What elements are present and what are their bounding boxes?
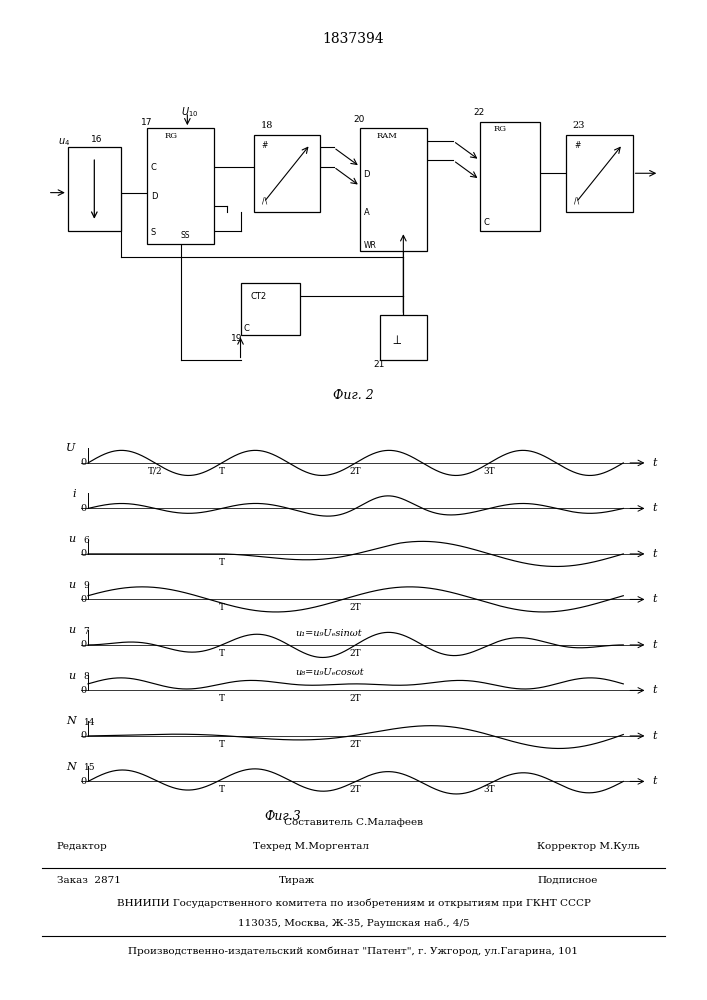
- Text: T: T: [219, 558, 225, 567]
- Text: t: t: [653, 776, 658, 786]
- Text: 0: 0: [81, 504, 87, 513]
- Text: u₈=u₉Uₑcosωt: u₈=u₉Uₑcosωt: [296, 668, 364, 677]
- Text: C: C: [151, 163, 157, 172]
- Text: 2T: 2T: [350, 694, 361, 703]
- Text: /\: /\: [574, 197, 580, 206]
- Text: N: N: [66, 762, 76, 772]
- Text: 14: 14: [83, 718, 95, 727]
- Text: CT2: CT2: [250, 292, 267, 301]
- Text: RG: RG: [164, 132, 177, 140]
- Text: Тираж: Тираж: [279, 876, 315, 885]
- Text: Производственно-издательский комбинат "Патент", г. Ужгород, ул.Гагарина, 101: Производственно-издательский комбинат "П…: [129, 946, 578, 956]
- Text: SS: SS: [181, 231, 190, 240]
- Text: T/2: T/2: [148, 467, 162, 476]
- Text: 2T: 2T: [350, 785, 361, 794]
- Text: 9: 9: [83, 581, 89, 590]
- Text: T: T: [219, 740, 225, 749]
- Text: 0: 0: [81, 777, 87, 786]
- Text: 2T: 2T: [350, 649, 361, 658]
- Text: T: T: [219, 694, 225, 703]
- Text: Редактор: Редактор: [57, 842, 107, 851]
- Text: Подписное: Подписное: [537, 876, 597, 885]
- Text: 0: 0: [81, 686, 87, 695]
- Text: 0: 0: [81, 549, 87, 558]
- Text: t: t: [653, 685, 658, 695]
- Text: t: t: [653, 549, 658, 559]
- Text: 20: 20: [354, 115, 365, 124]
- Text: t: t: [653, 594, 658, 604]
- Text: t: t: [653, 458, 658, 468]
- Text: #: #: [574, 141, 580, 150]
- Text: t: t: [653, 731, 658, 741]
- Bar: [240, 283, 300, 335]
- Text: i: i: [72, 489, 76, 499]
- Text: 113035, Москва, Ж-35, Раушская наб., 4/5: 113035, Москва, Ж-35, Раушская наб., 4/5: [238, 918, 469, 928]
- Bar: [380, 315, 426, 360]
- Text: A: A: [363, 208, 369, 217]
- Text: u: u: [69, 671, 76, 681]
- Text: t: t: [653, 640, 658, 650]
- Text: ВНИИПИ Государственного комитета по изобретениям и открытиям при ГКНТ СССР: ВНИИПИ Государственного комитета по изоб…: [117, 898, 590, 908]
- Text: u₁=u₉Uₑsinωt: u₁=u₉Uₑsinωt: [296, 629, 362, 638]
- Text: 7: 7: [83, 627, 89, 636]
- Text: T: T: [219, 649, 225, 658]
- Text: Техред М.Моргентал: Техред М.Моргентал: [253, 842, 369, 851]
- Bar: [566, 135, 633, 212]
- Text: S: S: [151, 228, 156, 237]
- Text: T: T: [219, 785, 225, 794]
- Bar: [480, 122, 539, 231]
- Bar: [360, 128, 426, 251]
- Text: RG: RG: [493, 125, 506, 133]
- Text: Корректор М.Куль: Корректор М.Куль: [537, 842, 640, 851]
- Text: 2T: 2T: [350, 467, 361, 476]
- Text: 23: 23: [573, 121, 585, 130]
- Text: t: t: [653, 503, 658, 513]
- Bar: [68, 147, 121, 231]
- Text: 17: 17: [141, 118, 152, 127]
- Text: 16: 16: [91, 135, 103, 144]
- Text: 0: 0: [81, 731, 87, 740]
- Text: D: D: [363, 170, 370, 179]
- Text: 3T: 3T: [484, 785, 496, 794]
- Text: 1837394: 1837394: [322, 32, 385, 46]
- Text: $u_4$: $u_4$: [58, 136, 70, 148]
- Text: Фиг.3: Фиг.3: [264, 810, 301, 823]
- Text: 8: 8: [83, 672, 89, 681]
- Text: RAM: RAM: [377, 132, 397, 140]
- Text: 21: 21: [373, 360, 385, 369]
- Bar: [254, 135, 320, 212]
- Text: C: C: [244, 324, 250, 333]
- Text: 0: 0: [81, 595, 87, 604]
- Text: T: T: [219, 467, 225, 476]
- Text: /\: /\: [262, 197, 267, 206]
- Text: 19: 19: [230, 334, 242, 343]
- Text: 6: 6: [83, 536, 89, 545]
- Text: $\perp$: $\perp$: [390, 334, 403, 347]
- Text: 0: 0: [81, 458, 87, 467]
- Text: u: u: [69, 580, 76, 590]
- Text: WR: WR: [363, 240, 376, 249]
- Text: 18: 18: [260, 121, 273, 130]
- Text: 22: 22: [473, 108, 484, 117]
- Text: 3T: 3T: [484, 467, 496, 476]
- Text: u: u: [69, 534, 76, 544]
- Text: u: u: [69, 625, 76, 635]
- Text: Составитель С.Малафеев: Составитель С.Малафеев: [284, 818, 423, 827]
- Text: 2T: 2T: [350, 603, 361, 612]
- Bar: [148, 128, 214, 244]
- Text: 2T: 2T: [350, 740, 361, 749]
- Text: 0: 0: [81, 640, 87, 649]
- Text: #: #: [262, 141, 268, 150]
- Text: Заказ  2871: Заказ 2871: [57, 876, 120, 885]
- Text: T: T: [219, 603, 225, 612]
- Text: N: N: [66, 716, 76, 726]
- Text: C: C: [483, 218, 489, 227]
- Text: D: D: [151, 192, 157, 201]
- Text: Фиг. 2: Фиг. 2: [333, 389, 374, 402]
- Text: U: U: [66, 443, 76, 453]
- Text: $U_{10}$: $U_{10}$: [181, 105, 198, 119]
- Text: 15: 15: [83, 763, 95, 772]
